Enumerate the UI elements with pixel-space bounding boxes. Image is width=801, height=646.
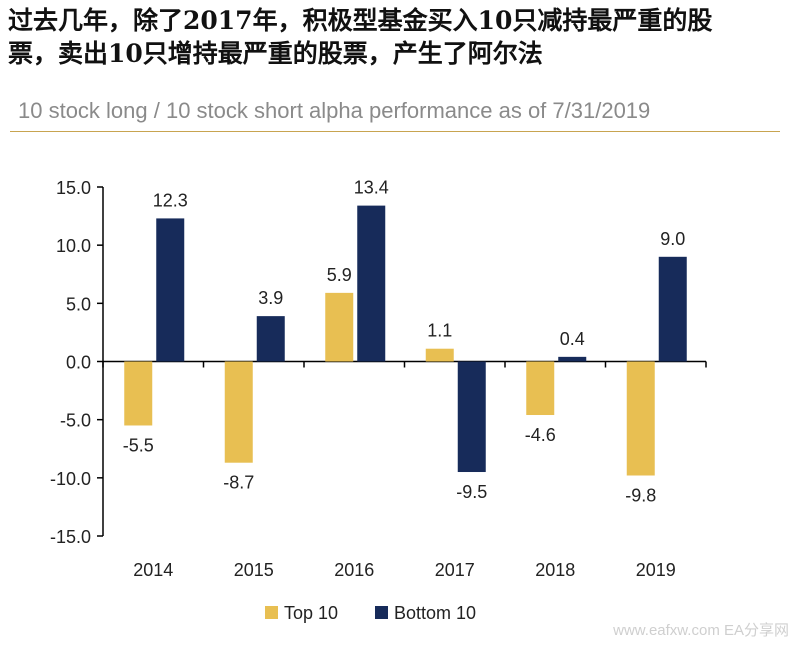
data-label: 3.9 bbox=[258, 288, 283, 308]
data-label: 9.0 bbox=[660, 229, 685, 249]
data-label: -9.8 bbox=[625, 486, 656, 506]
y-tick-label: -15.0 bbox=[50, 527, 91, 547]
data-label: -5.5 bbox=[123, 435, 154, 455]
data-label: 13.4 bbox=[354, 178, 389, 198]
headline-line-2: 票，卖出10只增持最严重的股票，产生了阿尔法 bbox=[8, 39, 543, 68]
y-tick-label: 0.0 bbox=[66, 353, 91, 373]
chart-title: 10 stock long / 10 stock short alpha per… bbox=[18, 98, 651, 123]
bar-top-10-2015 bbox=[224, 361, 253, 463]
headline: 过去几年，除了2017年，积极型基金买入10只减持最严重的股 票，卖出10只增持… bbox=[8, 4, 793, 70]
x-tick-label-2016: 2016 bbox=[334, 560, 374, 580]
bar-top-10-2014 bbox=[124, 361, 153, 426]
legend-label: Top 10 bbox=[284, 603, 338, 623]
data-label: -9.5 bbox=[456, 482, 487, 502]
bar-top-10-2019 bbox=[626, 361, 655, 476]
y-tick-label: 10.0 bbox=[56, 236, 91, 256]
data-label: 1.1 bbox=[427, 321, 452, 341]
bar-bottom-10-2017 bbox=[457, 361, 486, 473]
data-label: 12.3 bbox=[153, 190, 188, 210]
data-label: 5.9 bbox=[327, 265, 352, 285]
legend-swatch-top-10 bbox=[265, 606, 278, 619]
x-tick-label-2019: 2019 bbox=[636, 560, 676, 580]
legend-label: Bottom 10 bbox=[394, 603, 476, 623]
bar-bottom-10-2015 bbox=[256, 316, 285, 362]
data-label: -4.6 bbox=[525, 425, 556, 445]
bar-bottom-10-2016 bbox=[357, 205, 386, 362]
y-tick-label: 5.0 bbox=[66, 294, 91, 314]
bar-bottom-10-2018 bbox=[558, 356, 587, 362]
bar-top-10-2017 bbox=[425, 348, 454, 362]
x-tick-label-2014: 2014 bbox=[133, 560, 173, 580]
y-tick-label: 15.0 bbox=[56, 178, 91, 198]
x-tick-label-2015: 2015 bbox=[234, 560, 274, 580]
bar-bottom-10-2019 bbox=[658, 256, 687, 362]
x-tick-label-2018: 2018 bbox=[535, 560, 575, 580]
title-underline bbox=[10, 131, 780, 132]
bar-bottom-10-2014 bbox=[156, 218, 185, 362]
y-tick-label: -10.0 bbox=[50, 469, 91, 489]
bar-top-10-2016 bbox=[325, 292, 354, 362]
data-label: 0.4 bbox=[560, 329, 585, 349]
data-label: -8.7 bbox=[223, 473, 254, 493]
legend-swatch-bottom-10 bbox=[375, 606, 388, 619]
y-tick-label: -5.0 bbox=[60, 411, 91, 431]
x-tick-label-2017: 2017 bbox=[435, 560, 475, 580]
watermark: www.eafxw.com EA分享网 bbox=[613, 622, 789, 639]
bar-top-10-2018 bbox=[526, 361, 555, 416]
headline-line-1: 过去几年，除了2017年，积极型基金买入10只减持最严重的股 bbox=[8, 6, 713, 35]
